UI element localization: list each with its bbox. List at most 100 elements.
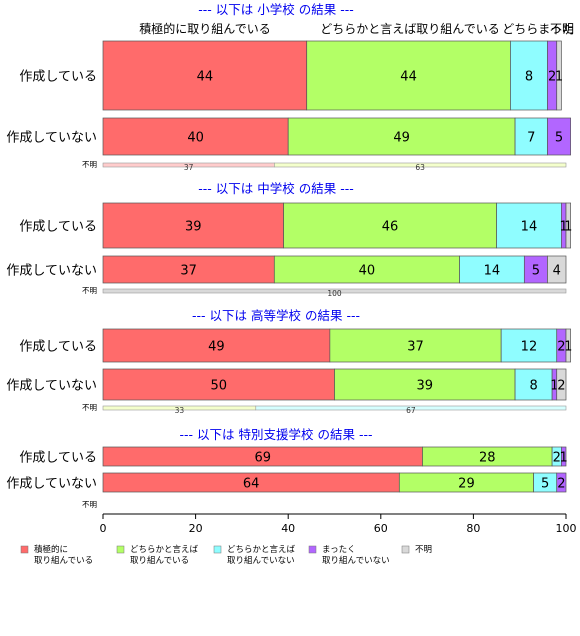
unknown-value-label: 37: [184, 163, 194, 172]
legend-label: 取り組んでいる: [34, 555, 93, 566]
bar-value-label: 2: [548, 70, 556, 85]
row-label: 作成していない: [6, 131, 97, 146]
bar-segment: [556, 40, 562, 111]
bar-segment: [561, 446, 567, 467]
x-axis-tick-label: 80: [466, 522, 480, 535]
unknown-row-label: 不明: [82, 403, 97, 412]
bar-value-label: 12: [521, 340, 538, 355]
bar-value-label: 40: [359, 264, 376, 279]
row-label: 作成していない: [6, 264, 97, 279]
unknown-bar-segment: [255, 405, 567, 411]
row-label: 作成している: [19, 451, 97, 466]
bar-value-label: 5: [555, 131, 563, 146]
bar-segment: [273, 255, 460, 284]
bar-value-label: 1: [555, 70, 563, 85]
bar-segment: [334, 368, 516, 401]
x-axis-tick-label: 20: [189, 522, 203, 535]
bar-segment: [514, 368, 553, 401]
unknown-row-label: 不明: [82, 160, 97, 169]
bar-segment: [565, 328, 571, 363]
legend-label: 不明: [415, 545, 432, 555]
unknown-row-label: 不明: [82, 286, 97, 295]
bar-value-label: 1: [564, 220, 572, 235]
legend-label: 取り組んでいない: [227, 555, 295, 566]
column-header-4: 不明: [550, 22, 574, 36]
bar-value-label: 46: [382, 220, 399, 235]
bar-segment: [459, 255, 525, 284]
bar-value-label: 39: [417, 379, 434, 394]
bar-value-label: 2: [557, 477, 565, 492]
legend-label: 取り組んでいない: [322, 555, 390, 566]
bar-segment: [283, 202, 497, 249]
unknown-value-label: 63: [415, 163, 425, 172]
panel-title: --- 以下は 高等学校 の結果 ---: [192, 308, 360, 323]
row-label: 作成していない: [6, 379, 97, 394]
bar-value-label: 14: [521, 220, 538, 235]
panel-title: --- 以下は 特別支援学校 の結果 ---: [180, 427, 373, 442]
bar-segment: [500, 328, 558, 363]
bar-value-label: 4: [553, 264, 561, 279]
legend-label: どちらかと言えば: [130, 544, 199, 555]
bar-segment: [102, 368, 335, 401]
legend-swatch: [401, 545, 410, 554]
bar-value-label: 44: [197, 70, 214, 85]
bar-value-label: 28: [479, 451, 496, 466]
legend-label: 取り組んでいる: [130, 555, 189, 566]
x-axis-tick-label: 0: [100, 522, 107, 535]
bar-value-label: 5: [532, 264, 540, 279]
x-axis-tick-label: 100: [556, 522, 577, 535]
legend-swatch: [20, 545, 29, 554]
bar-segment: [102, 328, 331, 363]
bar-value-label: 49: [208, 340, 225, 355]
unknown-bar-segment: [102, 288, 567, 294]
bar-value-label: 2: [557, 379, 565, 394]
unknown-value-label: 33: [175, 406, 185, 415]
x-axis-tick-label: 60: [374, 522, 388, 535]
unknown-bar-segment: [274, 162, 567, 168]
bar-value-label: 14: [484, 264, 501, 279]
legend-swatch: [213, 545, 222, 554]
bar-value-label: 1: [550, 379, 558, 394]
bar-segment: [556, 472, 567, 493]
bar-value-label: 2: [557, 340, 565, 355]
bar-value-label: 69: [254, 451, 271, 466]
row-label: 作成している: [19, 70, 97, 85]
unknown-value-label: 67: [406, 406, 416, 415]
legend-swatch: [308, 545, 317, 554]
bar-value-label: 8: [525, 70, 533, 85]
bar-value-label: 1: [560, 451, 568, 466]
bar-value-label: 37: [407, 340, 424, 355]
bar-value-label: 1: [564, 340, 572, 355]
legend-swatch: [116, 545, 125, 554]
bar-value-label: 50: [210, 379, 227, 394]
legend-label: まったく: [322, 545, 356, 555]
bar-segment: [306, 40, 511, 111]
row-label: 作成している: [19, 340, 97, 355]
bar-value-label: 40: [187, 131, 204, 146]
panel-title: --- 以下は 中学校 の結果 ---: [198, 181, 353, 196]
bar-segment: [547, 255, 567, 284]
x-axis-tick-label: 40: [281, 522, 295, 535]
bar-value-label: 44: [400, 70, 417, 85]
bar-segment: [102, 202, 284, 249]
row-label: 作成している: [19, 220, 97, 235]
bar-value-label: 64: [243, 477, 260, 492]
bar-value-label: 1: [560, 220, 568, 235]
column-header-3: どちらまった: [502, 22, 574, 36]
row-label: 作成していない: [6, 477, 97, 492]
bar-value-label: 7: [527, 131, 535, 146]
legend-label: どちらかと言えば: [227, 544, 296, 555]
bar-segment: [547, 117, 571, 156]
bar-value-label: 8: [529, 379, 537, 394]
bar-segment: [496, 202, 562, 249]
bar-segment: [556, 368, 567, 401]
column-header-2: どちらかと言えば取り組んでいる: [320, 22, 499, 36]
column-header-1: 積極的に取り組んでいる: [139, 21, 270, 36]
bar-segment: [102, 255, 275, 284]
unknown-value-label: 100: [327, 289, 342, 298]
bar-value-label: 2: [553, 451, 561, 466]
panel-title: --- 以下は 小学校 の結果 ---: [198, 2, 353, 17]
bar-segment: [565, 202, 571, 249]
bar-value-label: 29: [458, 477, 475, 492]
